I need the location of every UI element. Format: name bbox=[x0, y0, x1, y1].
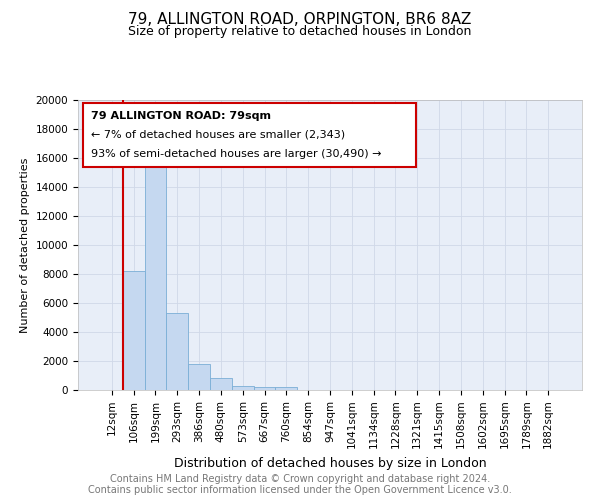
Bar bbox=[123, 271, 145, 390]
Bar bbox=[188, 364, 210, 390]
Text: 93% of semi-detached houses are larger (30,490) →: 93% of semi-detached houses are larger (… bbox=[91, 149, 381, 159]
Text: Contains public sector information licensed under the Open Government Licence v3: Contains public sector information licen… bbox=[88, 485, 512, 495]
Bar bbox=[166, 313, 188, 390]
Y-axis label: Number of detached properties: Number of detached properties bbox=[20, 158, 30, 332]
Bar bbox=[254, 387, 275, 390]
Bar bbox=[232, 386, 254, 390]
Text: Contains HM Land Registry data © Crown copyright and database right 2024.: Contains HM Land Registry data © Crown c… bbox=[110, 474, 490, 484]
Bar bbox=[210, 378, 232, 390]
Bar bbox=[275, 387, 297, 390]
X-axis label: Distribution of detached houses by size in London: Distribution of detached houses by size … bbox=[173, 457, 487, 470]
Text: Size of property relative to detached houses in London: Size of property relative to detached ho… bbox=[128, 25, 472, 38]
Text: 79 ALLINGTON ROAD: 79sqm: 79 ALLINGTON ROAD: 79sqm bbox=[91, 110, 271, 120]
Text: 79, ALLINGTON ROAD, ORPINGTON, BR6 8AZ: 79, ALLINGTON ROAD, ORPINGTON, BR6 8AZ bbox=[128, 12, 472, 28]
Text: ← 7% of detached houses are smaller (2,343): ← 7% of detached houses are smaller (2,3… bbox=[91, 130, 345, 140]
Bar bbox=[145, 151, 166, 390]
FancyBboxPatch shape bbox=[83, 103, 416, 166]
